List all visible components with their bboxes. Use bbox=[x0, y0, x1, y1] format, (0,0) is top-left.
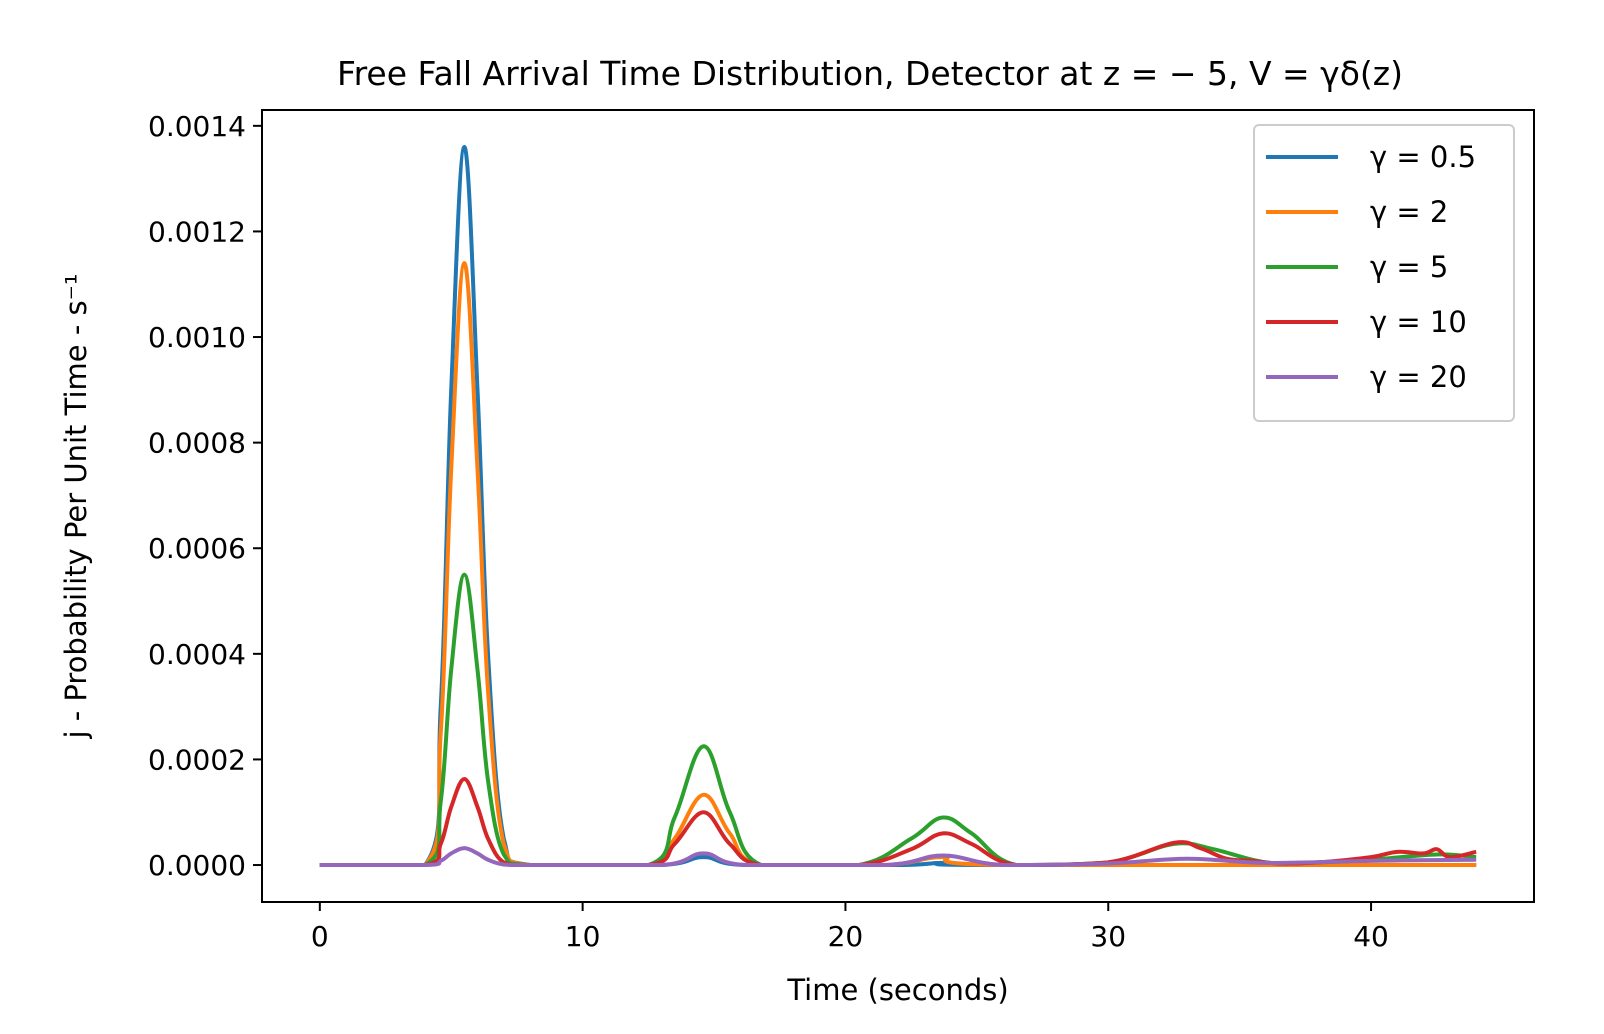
legend-entries: γ = 0.5 γ = 2 γ = 5 γ = 10 γ = 20 bbox=[1266, 140, 1476, 394]
legend-label: γ = 20 bbox=[1370, 360, 1467, 394]
series-line-2 bbox=[319, 572, 1477, 868]
legend-label: γ = 5 bbox=[1370, 250, 1448, 284]
y-axis-ticks: 0.0000 0.0002 0.0004 0.0006 0.0008 0.0010 0.00… bbox=[148, 110, 262, 882]
y-tick-label: 0.0012 bbox=[148, 215, 246, 248]
y-axis-label: j - Probability Per Unit Time - s⁻¹ bbox=[59, 273, 93, 739]
x-tick-label: 20 bbox=[828, 920, 864, 953]
chart-title: Free Fall Arrival Time Distribution, Det… bbox=[337, 54, 1403, 93]
series-line-3 bbox=[319, 776, 1477, 868]
x-axis-label: Time (seconds) bbox=[786, 973, 1008, 1007]
x-tick-label: 30 bbox=[1090, 920, 1126, 953]
legend-label: γ = 10 bbox=[1370, 305, 1467, 339]
y-tick-label: 0.0014 bbox=[148, 110, 246, 143]
y-tick-label: 0.0004 bbox=[148, 638, 246, 671]
legend-box bbox=[1253, 124, 1515, 422]
y-tick-label: 0.0002 bbox=[148, 743, 246, 776]
legend-label: γ = 2 bbox=[1370, 195, 1448, 229]
x-axis-ticks: 0 10 20 30 40 bbox=[311, 902, 1389, 953]
series-layer bbox=[319, 144, 1477, 868]
y-tick-label: 0.0006 bbox=[148, 532, 246, 565]
y-tick-label: 0.0008 bbox=[148, 427, 246, 460]
y-tick-label: 0.0010 bbox=[148, 321, 246, 354]
plot-area-frame bbox=[261, 109, 1535, 903]
x-tick-label: 0 bbox=[311, 920, 329, 953]
y-tick-label: 0.0000 bbox=[148, 849, 246, 882]
x-tick-label: 40 bbox=[1353, 920, 1389, 953]
legend: γ = 0.5 γ = 2 γ = 5 γ = 10 γ = 20 bbox=[1253, 124, 1515, 422]
legend-label: γ = 0.5 bbox=[1370, 140, 1476, 174]
series-line-4 bbox=[319, 846, 1477, 868]
x-tick-label: 10 bbox=[565, 920, 601, 953]
